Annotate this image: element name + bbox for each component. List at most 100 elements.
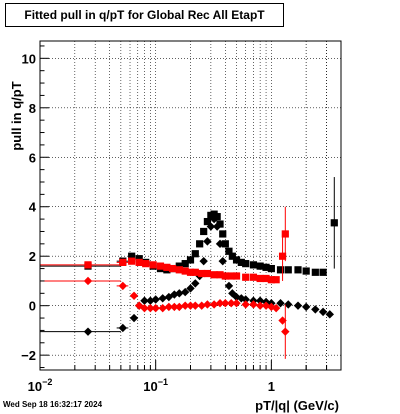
square-marker	[181, 267, 189, 275]
square-marker	[319, 268, 327, 276]
y-tick-label: 4	[29, 200, 37, 215]
diamond-marker	[164, 302, 174, 312]
diamond-marker	[191, 301, 200, 310]
square-marker	[227, 272, 235, 280]
diamond-marker	[227, 299, 236, 308]
square-marker	[237, 258, 245, 266]
square-marker	[284, 266, 292, 274]
diamond-marker	[129, 313, 139, 323]
diamond-marker	[186, 284, 195, 293]
diamond-marker	[175, 302, 184, 312]
diamond-marker	[218, 256, 227, 266]
square-marker	[242, 260, 250, 268]
square-marker	[128, 257, 136, 265]
square-marker	[311, 268, 319, 276]
diamond-marker	[271, 303, 281, 313]
square-marker	[216, 220, 224, 228]
diamond-marker	[83, 276, 93, 286]
diamond-marker	[293, 301, 303, 310]
diamond-marker	[170, 290, 179, 299]
series-group	[40, 206, 289, 284]
square-marker	[262, 274, 270, 283]
diamond-marker	[140, 303, 149, 313]
square-marker	[200, 227, 208, 236]
diamond-marker	[181, 301, 190, 310]
square-marker	[175, 262, 183, 270]
diamond-marker	[197, 301, 206, 310]
diamond-marker	[281, 327, 290, 336]
diamond-marker	[311, 305, 320, 314]
square-marker	[210, 271, 218, 279]
square-marker	[225, 247, 233, 255]
square-marker	[256, 262, 264, 270]
timestamp: Wed Sep 18 16:32:17 2024	[3, 400, 103, 409]
diamond-marker	[203, 300, 212, 309]
square-marker	[256, 274, 264, 283]
diamond-marker	[284, 300, 293, 309]
series-group	[40, 214, 334, 336]
square-marker	[267, 276, 275, 284]
diamond-marker	[181, 287, 190, 297]
square-marker	[219, 230, 227, 238]
diamond-marker	[158, 294, 167, 303]
x-tick-label: 10−1	[143, 377, 168, 394]
square-marker	[156, 262, 165, 270]
square-marker	[84, 261, 92, 269]
y-tick-label: 8	[29, 101, 36, 116]
square-marker	[228, 252, 236, 260]
diamond-marker	[215, 239, 225, 249]
diamond-marker	[325, 310, 334, 319]
diamond-marker	[146, 296, 155, 305]
diamond-marker	[232, 299, 241, 308]
square-marker	[213, 213, 221, 221]
x-axis-label: pT/|q| (GeV/c)	[255, 398, 339, 413]
diamond-marker	[170, 302, 179, 312]
y-tick-label: 0	[29, 299, 36, 314]
square-marker	[196, 240, 204, 248]
diamond-marker	[175, 289, 184, 298]
square-marker	[330, 219, 338, 227]
square-marker	[249, 261, 258, 269]
tick-labels: −2 0 2 4 6 8 10 10−2 10−1 1	[21, 51, 275, 394]
y-tick-label: 10	[22, 51, 36, 66]
square-marker	[267, 264, 275, 273]
diamond-marker	[140, 296, 149, 305]
diamond-marker	[209, 214, 219, 224]
diamond-marker	[278, 316, 287, 325]
square-marker	[203, 269, 212, 278]
square-marker	[175, 266, 183, 274]
square-marker	[276, 266, 285, 274]
square-marker	[203, 217, 212, 226]
diamond-marker	[146, 303, 155, 313]
square-marker	[149, 261, 157, 269]
diamond-marker	[318, 307, 328, 317]
diamond-marker	[241, 295, 250, 304]
diamond-marker	[209, 300, 219, 309]
square-marker	[135, 258, 143, 266]
square-marker	[249, 273, 258, 281]
diamond-marker	[151, 295, 160, 304]
square-marker	[181, 260, 189, 268]
square-marker	[278, 252, 287, 260]
series-group	[40, 177, 338, 276]
square-marker	[191, 250, 199, 258]
square-marker	[198, 269, 206, 278]
square-marker	[186, 268, 195, 276]
square-marker	[216, 271, 224, 279]
diamond-marker	[255, 301, 265, 310]
axis-ticks	[39, 45, 342, 370]
series-group	[40, 276, 290, 359]
diamond-marker	[249, 300, 258, 309]
diamond-marker	[221, 299, 230, 308]
y-tick-label: 2	[29, 249, 36, 264]
x-tick-label: 10−2	[28, 377, 53, 394]
square-marker	[272, 276, 280, 284]
chart-title: Fitted pull in q/pT for Global Rec All E…	[5, 3, 284, 27]
diamond-marker	[118, 281, 128, 291]
square-marker	[294, 266, 302, 274]
square-marker	[186, 256, 195, 264]
square-marker	[142, 260, 150, 268]
diamond-marker	[212, 222, 222, 231]
diamond-marker	[301, 302, 311, 312]
diamond-marker	[241, 300, 250, 309]
